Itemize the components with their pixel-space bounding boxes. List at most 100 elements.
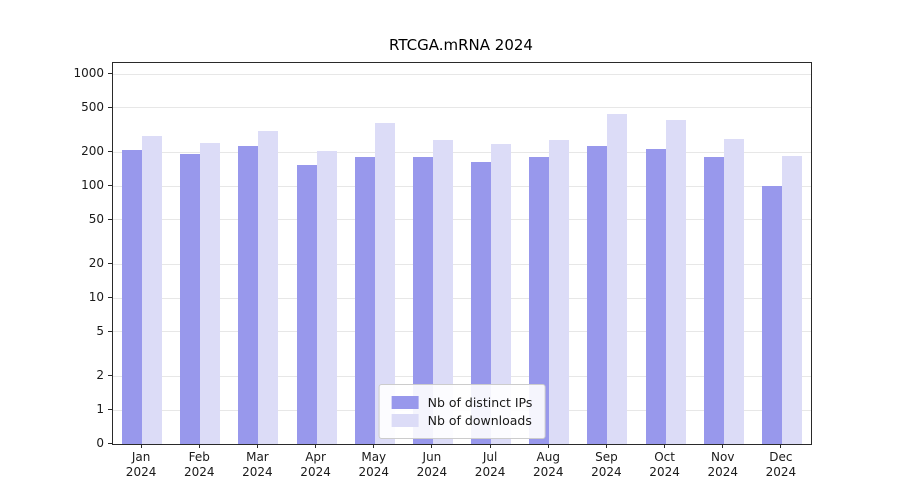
y-tick-mark — [108, 330, 112, 332]
x-tick-mark — [722, 444, 724, 448]
x-tick-year: 2024 — [765, 465, 797, 479]
x-tick-label: Sep 2024 — [591, 450, 622, 480]
legend-item-downloads: Nb of downloads — [391, 413, 533, 428]
y-tick-mark — [108, 106, 112, 108]
x-tick-month: Feb — [188, 450, 210, 464]
bar-distinct-ips — [587, 145, 608, 444]
bar-distinct-ips — [412, 157, 433, 444]
x-tick-year: 2024 — [183, 465, 215, 479]
x-tick-label: Nov 2024 — [707, 450, 738, 480]
x-tick-year: 2024 — [649, 465, 680, 479]
y-tick-label: 10 — [88, 290, 104, 304]
y-tick-label: 0 — [96, 436, 104, 450]
legend-item-distinct-ips: Nb of distinct IPs — [391, 395, 533, 410]
x-tick-year: 2024 — [532, 465, 564, 479]
bar-distinct-ips — [238, 145, 259, 444]
y-tick-label: 50 — [88, 211, 104, 226]
y-tick-mark — [108, 297, 112, 298]
gridline — [113, 263, 811, 265]
x-tick-month: Nov — [711, 450, 735, 464]
y-tick-label: 100 — [81, 178, 104, 192]
x-tick-year: 2024 — [125, 465, 157, 479]
x-tick-month: Mar — [246, 450, 269, 464]
x-tick-label: Oct 2024 — [649, 450, 680, 480]
x-tick-month: Jul — [482, 450, 498, 464]
y-tick-label: 2 — [96, 368, 104, 383]
gridline — [113, 219, 811, 221]
x-tick-label: Apr 2024 — [300, 450, 331, 480]
x-tick-year: 2024 — [591, 465, 622, 479]
x-tick-mark — [373, 444, 375, 448]
y-tick-mark — [108, 185, 112, 186]
gridline — [113, 331, 811, 333]
x-tick-month: Oct — [654, 450, 675, 464]
y-tick-label: 5 — [96, 323, 104, 338]
gridline — [113, 185, 811, 187]
bar-downloads — [432, 139, 453, 444]
y-tick-mark — [108, 375, 112, 377]
bar-downloads — [142, 135, 163, 444]
legend-label-distinct-ips: Nb of distinct IPs — [427, 395, 533, 410]
bar-downloads — [781, 156, 802, 444]
x-tick-month: May — [361, 450, 387, 464]
x-tick-month: Dec — [769, 450, 793, 464]
x-tick-label: Jul 2024 — [475, 450, 506, 480]
x-tick-label: Mar 2024 — [242, 450, 273, 480]
y-tick-mark — [108, 218, 112, 220]
legend: Nb of distinct IPs Nb of downloads — [378, 384, 546, 439]
x-tick-label: Jan 2024 — [126, 450, 157, 480]
x-tick-mark — [780, 444, 782, 448]
bar-distinct-ips — [761, 186, 782, 444]
bar-distinct-ips — [122, 149, 143, 444]
x-tick-mark — [140, 444, 142, 448]
gridline — [113, 73, 811, 75]
bar-downloads — [491, 144, 512, 444]
x-tick-month: Jun — [422, 450, 442, 464]
y-tick-label: 20 — [88, 256, 104, 271]
x-tick-year: 2024 — [707, 465, 739, 479]
y-tick-mark — [108, 151, 112, 153]
legend-swatch-downloads — [391, 414, 419, 427]
x-tick-year: 2024 — [358, 465, 390, 479]
chart-title: RTCGA.mRNA 2024 — [389, 36, 533, 54]
x-tick-mark — [605, 444, 607, 448]
bar-downloads — [258, 131, 279, 444]
y-tick-label: 200 — [81, 144, 104, 159]
bar-downloads — [374, 123, 395, 444]
x-tick-year: 2024 — [300, 465, 331, 479]
x-tick-mark — [489, 444, 491, 448]
bar-distinct-ips — [180, 153, 201, 444]
legend-label-downloads: Nb of downloads — [427, 413, 532, 428]
bar-downloads — [665, 120, 686, 444]
y-tick-label: 1000 — [73, 66, 104, 80]
x-tick-month: Aug — [536, 450, 560, 464]
x-tick-label: Aug 2024 — [533, 450, 564, 480]
x-tick-mark — [431, 444, 433, 448]
x-tick-label: Jun 2024 — [417, 450, 448, 480]
y-tick-mark — [108, 409, 112, 410]
gridline — [113, 375, 811, 377]
x-tick-mark — [547, 444, 549, 448]
y-tick-label: 500 — [81, 99, 104, 114]
x-tick-mark — [256, 444, 258, 448]
x-tick-mark — [664, 444, 666, 448]
bar-distinct-ips — [645, 148, 666, 444]
y-tick-mark — [108, 263, 112, 265]
bar-distinct-ips — [354, 157, 375, 444]
plot-area: Nb of distinct IPs Nb of downloads — [112, 62, 812, 445]
x-tick-month: Sep — [595, 450, 618, 464]
gridline — [113, 297, 811, 299]
x-tick-year: 2024 — [416, 465, 448, 479]
x-tick-label: Dec 2024 — [766, 450, 797, 480]
bar-downloads — [316, 151, 337, 444]
x-tick-mark — [315, 444, 317, 448]
gridline — [113, 107, 811, 109]
x-tick-year: 2024 — [242, 465, 273, 479]
bar-downloads — [723, 138, 744, 444]
bar-distinct-ips — [529, 157, 550, 444]
bar-downloads — [200, 143, 221, 444]
x-tick-month: Apr — [305, 450, 326, 464]
bar-distinct-ips — [296, 164, 317, 444]
x-tick-label: Feb 2024 — [184, 450, 215, 480]
y-tick-mark — [108, 443, 112, 444]
